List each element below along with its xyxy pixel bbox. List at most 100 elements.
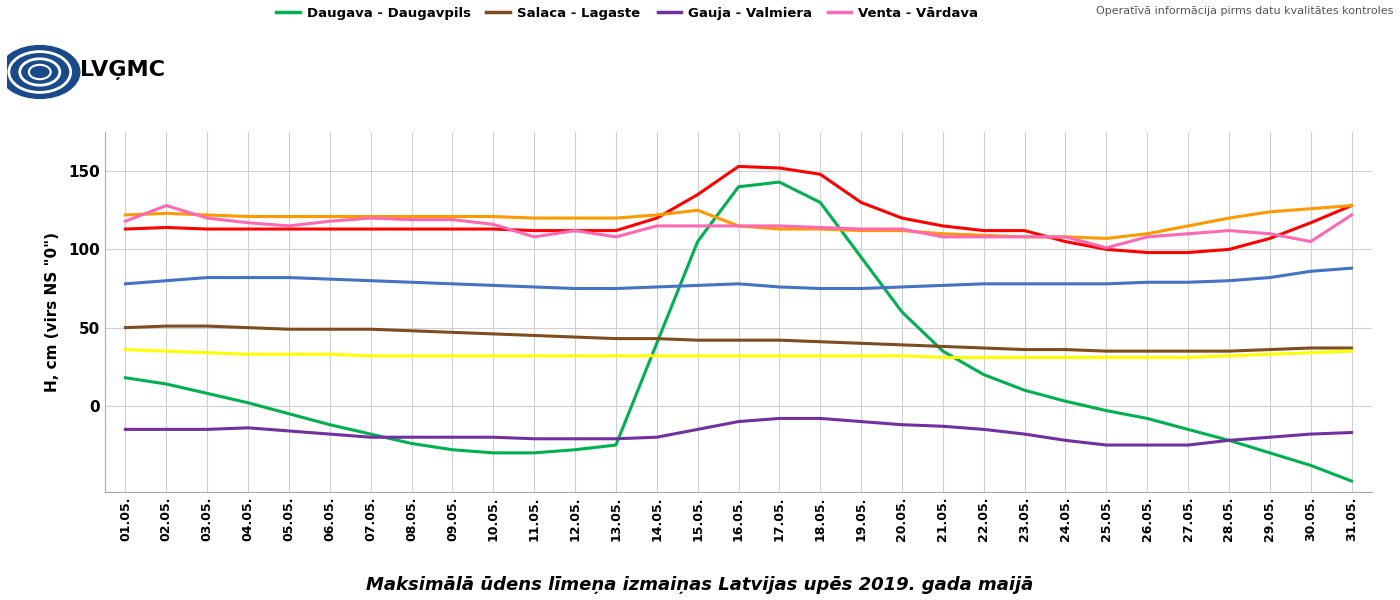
Salaca - Lagaste (648, 335, 665, 342)
Lielā Jugla - Zaķi (363, 213, 379, 220)
Lielā Jugla - Zaķi (608, 214, 624, 221)
Aiviekste - Lubāna (608, 227, 624, 234)
Mūsa - Bauska (893, 352, 910, 359)
Bārta - Dūkupji (322, 275, 339, 283)
Daugava - Daugavpils (280, 410, 297, 418)
Venta - Vārdava (1221, 227, 1238, 234)
Gauja - Valmiera (567, 435, 584, 442)
Mūsa - Bauska (1343, 347, 1359, 355)
Daugava - Daugavpils (1138, 415, 1155, 422)
Aiviekste - Lubāna (1138, 249, 1155, 256)
Mūsa - Bauska (853, 352, 869, 359)
Venta - Vārdava (771, 223, 788, 230)
Bārta - Dūkupji (239, 274, 256, 281)
Salaca - Lagaste (893, 341, 910, 349)
Bārta - Dūkupji (976, 280, 993, 287)
Aiviekste - Lubāna (1261, 235, 1278, 242)
Mūsa - Bauska (567, 352, 584, 359)
Salaca - Lagaste (1138, 347, 1155, 355)
Mūsa - Bauska (1302, 349, 1319, 356)
Venta - Vārdava (363, 214, 379, 221)
Gauja - Valmiera (280, 427, 297, 434)
Lielā Jugla - Zaķi (893, 227, 910, 234)
Mūsa - Bauska (1221, 352, 1238, 359)
Venta - Vārdava (1302, 238, 1319, 245)
Daugava - Daugavpils (1343, 478, 1359, 485)
Line: Mūsa - Bauska: Mūsa - Bauska (126, 350, 1351, 358)
Venta - Vārdava (239, 219, 256, 226)
Aiviekste - Lubāna (280, 226, 297, 233)
Lielā Jugla - Zaķi (689, 206, 706, 214)
Mūsa - Bauska (608, 352, 624, 359)
Bārta - Dūkupji (526, 283, 543, 290)
Venta - Vārdava (689, 223, 706, 230)
Lielā Jugla - Zaķi (1302, 205, 1319, 212)
Mūsa - Bauska (648, 352, 665, 359)
Salaca - Lagaste (444, 329, 461, 336)
Venta - Vārdava (403, 216, 420, 223)
Daugava - Daugavpils (322, 421, 339, 428)
Mūsa - Bauska (934, 354, 951, 361)
Salaca - Lagaste (812, 338, 829, 346)
Daugava - Daugavpils (526, 449, 543, 457)
Gauja - Valmiera (1302, 430, 1319, 437)
Aiviekste - Lubāna (976, 227, 993, 234)
Gauja - Valmiera (976, 426, 993, 433)
Mūsa - Bauska (280, 350, 297, 358)
Bārta - Dūkupji (1221, 277, 1238, 284)
Aiviekste - Lubāna (484, 226, 501, 233)
Line: Aiviekste - Lubāna: Aiviekste - Lubāna (126, 166, 1351, 253)
Venta - Vārdava (731, 223, 748, 230)
Lielā Jugla - Zaķi (158, 210, 175, 217)
Salaca - Lagaste (322, 326, 339, 333)
Salaca - Lagaste (1016, 346, 1033, 353)
Bārta - Dūkupji (771, 283, 788, 290)
Mūsa - Bauska (403, 352, 420, 359)
Mūsa - Bauska (199, 349, 216, 356)
Venta - Vārdava (893, 226, 910, 233)
Gauja - Valmiera (199, 426, 216, 433)
Aiviekste - Lubāna (689, 191, 706, 198)
Lielā Jugla - Zaķi (648, 211, 665, 218)
Mūsa - Bauska (1057, 354, 1074, 361)
Salaca - Lagaste (1180, 347, 1197, 355)
Salaca - Lagaste (403, 327, 420, 334)
Mūsa - Bauska (484, 352, 501, 359)
Lielā Jugla - Zaķi (976, 232, 993, 239)
Aiviekste - Lubāna (731, 163, 748, 170)
Gauja - Valmiera (1261, 434, 1278, 441)
Bārta - Dūkupji (1343, 265, 1359, 272)
Salaca - Lagaste (853, 340, 869, 347)
Mūsa - Bauska (689, 352, 706, 359)
Venta - Vārdava (648, 223, 665, 230)
Venta - Vārdava (812, 224, 829, 231)
Aiviekste - Lubāna (853, 199, 869, 206)
Salaca - Lagaste (239, 324, 256, 331)
Bārta - Dūkupji (812, 285, 829, 292)
Bārta - Dūkupji (280, 274, 297, 281)
Mūsa - Bauska (976, 354, 993, 361)
Aiviekste - Lubāna (1343, 202, 1359, 209)
Gauja - Valmiera (1343, 429, 1359, 436)
Venta - Vārdava (1343, 211, 1359, 218)
Gauja - Valmiera (812, 415, 829, 422)
Lielā Jugla - Zaķi (1016, 233, 1033, 241)
Salaca - Lagaste (1221, 347, 1238, 355)
Aiviekste - Lubāna (771, 164, 788, 172)
Text: Operatīvā informācija pirms datu kvalitātes kontroles: Operatīvā informācija pirms datu kvalitā… (1096, 6, 1393, 16)
Venta - Vārdava (444, 216, 461, 223)
Mūsa - Bauska (1180, 354, 1197, 361)
Gauja - Valmiera (689, 426, 706, 433)
Venta - Vārdava (934, 233, 951, 241)
Gauja - Valmiera (893, 421, 910, 428)
Aiviekste - Lubāna (812, 170, 829, 178)
Mūsa - Bauska (118, 346, 134, 353)
Aiviekste - Lubāna (118, 226, 134, 233)
Gauja - Valmiera (934, 422, 951, 430)
Mūsa - Bauska (771, 352, 788, 359)
Salaca - Lagaste (118, 324, 134, 331)
Venta - Vārdava (158, 202, 175, 209)
Lielā Jugla - Zaķi (1221, 214, 1238, 221)
Salaca - Lagaste (934, 343, 951, 350)
Daugava - Daugavpils (363, 430, 379, 437)
